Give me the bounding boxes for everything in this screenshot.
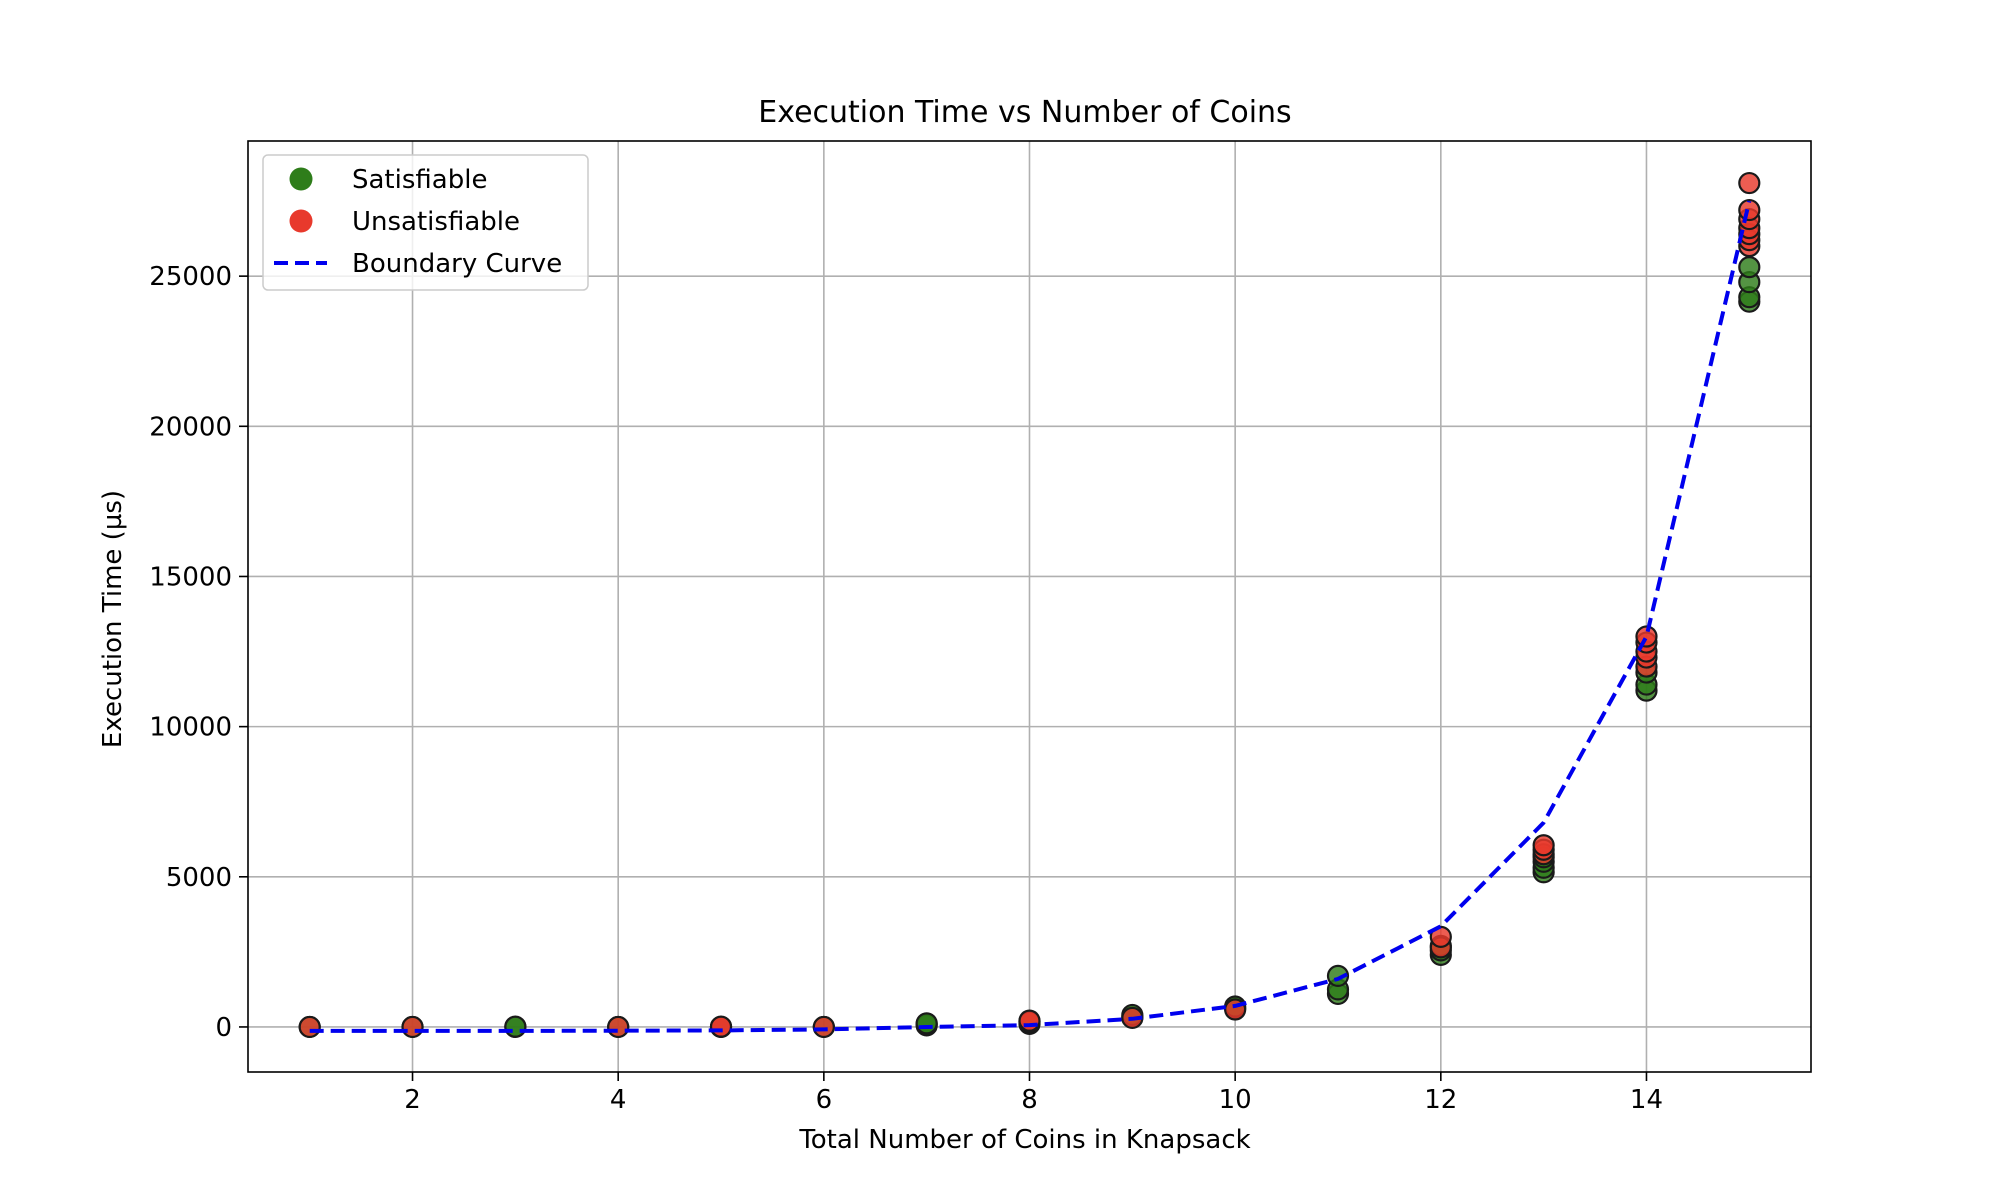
legend-label-boundary-curve: Boundary Curve <box>352 249 562 279</box>
x-tick-label: 2 <box>404 1085 421 1115</box>
x-tick-label: 12 <box>1424 1085 1457 1115</box>
point-unsatisfiable <box>812 1015 835 1039</box>
point-unsatisfiable <box>298 1015 321 1039</box>
point-satisfiable <box>504 1015 527 1038</box>
legend-box <box>262 154 589 291</box>
y-tick-label: 25000 <box>149 262 232 292</box>
points-layer <box>298 171 1761 1039</box>
point-unsatisfiable <box>1532 834 1555 857</box>
boundary-curve-line <box>309 200 1752 1033</box>
y-tick-label: 15000 <box>149 562 232 592</box>
axis-ticks: 2 4 6 8 10 12 14 0 5000 10000 15000 20000 25000 <box>149 262 1663 1115</box>
chart-title: Execution Time vs Number of Coins <box>758 95 1291 130</box>
y-tick-label: 10000 <box>149 713 232 743</box>
point-unsatisfiable <box>1738 171 1761 195</box>
x-tick-label: 6 <box>816 1085 833 1115</box>
point-satisfiable <box>1326 964 1350 987</box>
legend-label-unsatisfiable: Unsatisfiable <box>352 207 520 237</box>
legend-marker-unsatisfiable <box>289 209 313 233</box>
x-tick-label: 8 <box>1021 1085 1038 1115</box>
y-tick-label: 0 <box>215 1013 232 1043</box>
point-unsatisfiable <box>1018 1009 1041 1032</box>
y-axis-label: Execution Time (µs) <box>98 490 128 748</box>
legend-marker-satisfiable <box>289 167 313 191</box>
point-unsatisfiable <box>607 1015 630 1039</box>
x-tick-label: 4 <box>610 1085 627 1115</box>
point-unsatisfiable <box>1429 925 1452 948</box>
x-axis-label: Total Number of Coins in Knapsack <box>798 1125 1250 1155</box>
point-satisfiable <box>915 1012 938 1035</box>
point-unsatisfiable <box>1738 198 1761 222</box>
x-tick-label: 10 <box>1219 1085 1252 1115</box>
point-unsatisfiable <box>401 1015 424 1039</box>
legend-label-satisfiable: Satisfiable <box>352 165 487 195</box>
y-tick-label: 20000 <box>149 412 232 442</box>
point-unsatisfiable <box>709 1015 733 1038</box>
y-tick-label: 5000 <box>166 863 232 893</box>
x-tick-label: 14 <box>1630 1085 1663 1115</box>
legend: Satisfiable Unsatisfiable Boundary Curve <box>262 154 589 291</box>
point-satisfiable <box>1738 256 1761 279</box>
